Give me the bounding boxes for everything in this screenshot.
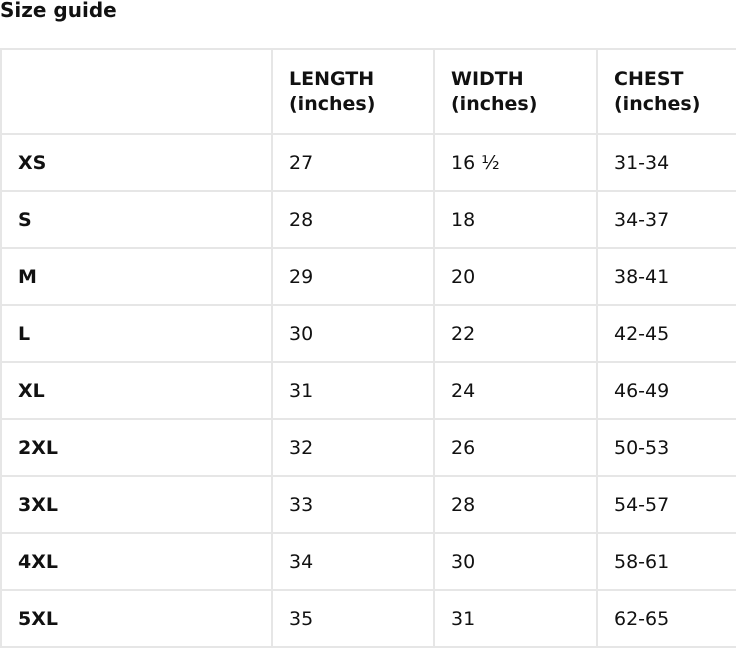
cell-length: 29 — [271, 247, 435, 306]
cell-length: 32 — [271, 418, 435, 477]
table-row: 3XL 33 28 54-57 — [0, 475, 736, 534]
cell-chest: 38-41 — [596, 247, 736, 306]
cell-size: 4XL — [0, 532, 273, 591]
table-row: 5XL 35 31 62-65 — [0, 589, 736, 648]
table-row: L 30 22 42-45 — [0, 304, 736, 363]
cell-length: 34 — [271, 532, 435, 591]
table-row: 4XL 34 30 58-61 — [0, 532, 736, 591]
header-unit: (inches) — [289, 92, 376, 115]
cell-size: 3XL — [0, 475, 273, 534]
header-unit: (inches) — [451, 92, 538, 115]
table-row: 2XL 32 26 50-53 — [0, 418, 736, 477]
table-header-row: LENGTH (inches) WIDTH (inches) CHEST (inche… — [0, 48, 736, 135]
header-label: CHEST — [614, 67, 684, 90]
cell-width: 30 — [433, 532, 598, 591]
cell-width: 31 — [433, 589, 598, 648]
cell-width: 20 — [433, 247, 598, 306]
cell-size: M — [0, 247, 273, 306]
cell-chest: 42-45 — [596, 304, 736, 363]
cell-length: 27 — [271, 133, 435, 192]
header-label: LENGTH — [289, 67, 375, 90]
cell-chest: 62-65 — [596, 589, 736, 648]
page-title: Size guide — [0, 0, 117, 22]
header-label: WIDTH — [451, 67, 524, 90]
cell-width: 28 — [433, 475, 598, 534]
cell-length: 35 — [271, 589, 435, 648]
cell-chest: 46-49 — [596, 361, 736, 420]
header-unit: (inches) — [614, 92, 701, 115]
cell-chest: 34-37 — [596, 190, 736, 249]
table-row: S 28 18 34-37 — [0, 190, 736, 249]
cell-chest: 54-57 — [596, 475, 736, 534]
cell-width: 18 — [433, 190, 598, 249]
cell-width: 22 — [433, 304, 598, 363]
cell-chest: 50-53 — [596, 418, 736, 477]
cell-width: 26 — [433, 418, 598, 477]
cell-size: 5XL — [0, 589, 273, 648]
table-row: XS 27 16 ½ 31-34 — [0, 133, 736, 192]
cell-size: XS — [0, 133, 273, 192]
header-length: LENGTH (inches) — [271, 48, 435, 135]
table-row: M 29 20 38-41 — [0, 247, 736, 306]
header-chest: CHEST (inches) — [596, 48, 736, 135]
cell-size: L — [0, 304, 273, 363]
cell-length: 33 — [271, 475, 435, 534]
cell-chest: 31-34 — [596, 133, 736, 192]
cell-size: XL — [0, 361, 273, 420]
header-size — [0, 48, 273, 135]
cell-width: 24 — [433, 361, 598, 420]
cell-length: 31 — [271, 361, 435, 420]
size-guide-table: LENGTH (inches) WIDTH (inches) CHEST (inche… — [0, 48, 736, 648]
cell-size: S — [0, 190, 273, 249]
cell-chest: 58-61 — [596, 532, 736, 591]
table-row: XL 31 24 46-49 — [0, 361, 736, 420]
header-width: WIDTH (inches) — [433, 48, 598, 135]
cell-size: 2XL — [0, 418, 273, 477]
cell-length: 28 — [271, 190, 435, 249]
cell-length: 30 — [271, 304, 435, 363]
cell-width: 16 ½ — [433, 133, 598, 192]
